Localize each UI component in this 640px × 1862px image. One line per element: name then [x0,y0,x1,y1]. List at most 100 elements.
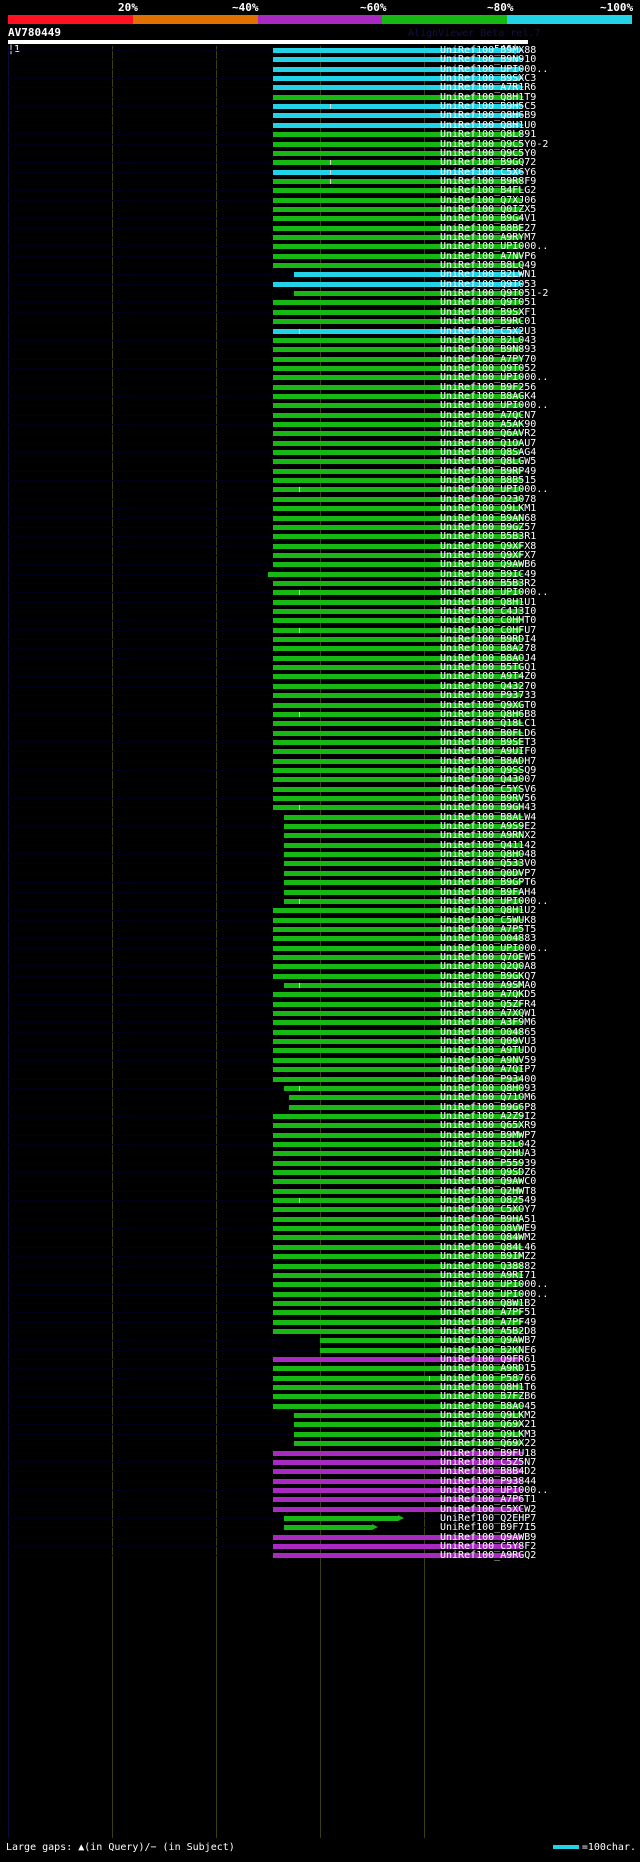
hsp-bar[interactable] [273,132,518,138]
hit-label[interactable]: UniRef100_B9HA51 [440,1213,537,1225]
hsp-bar[interactable] [273,721,518,727]
alignment-row[interactable]: UniRef100_Q65XR9 [0,1120,640,1131]
hsp-bar[interactable] [273,197,518,203]
hit-label[interactable]: UniRef100_B9GPT6 [440,877,537,889]
hit-label[interactable]: UniRef100_Q8VWE9 [440,1223,537,1235]
hsp-bar[interactable] [273,954,518,960]
alignment-row[interactable]: UniRef100_Q9C5Y0-2 [0,139,640,150]
hit-label[interactable]: UniRef100_B8AOJ4 [440,652,537,664]
hsp-bar[interactable] [273,1244,518,1250]
hsp-bar[interactable] [273,749,518,755]
hsp-bar[interactable] [273,384,518,390]
alignment-row[interactable]: UniRef100_B8B4D2 [0,1466,640,1477]
hsp-bar[interactable] [320,1338,518,1344]
hsp-bar[interactable] [273,1132,518,1138]
alignment-row[interactable]: UniRef100_C5Y8F2 [0,1541,640,1552]
hsp-bar[interactable] [283,880,518,886]
hit-label[interactable]: UniRef100_B9GKQ7 [440,970,537,982]
hsp-bar[interactable] [273,562,518,568]
alignment-row[interactable]: UniRef100_Q9LKM1 [0,503,640,514]
hsp-bar[interactable] [273,169,518,175]
hit-label[interactable]: UniRef100_Q84L46 [440,1241,537,1253]
hit-label[interactable]: UniRef100_B8A278 [440,643,537,655]
alignment-row[interactable]: UniRef100_A9RNX2 [0,830,640,841]
alignment-row[interactable]: UniRef100_Q8H1U0 [0,119,640,131]
hsp-bar[interactable] [273,534,518,540]
hsp-bar[interactable] [273,618,518,624]
alignment-row[interactable]: UniRef100_UPI000.. [0,1485,640,1496]
hsp-bar[interactable] [273,543,518,549]
hit-label[interactable]: UniRef100_Q9SDZ6 [440,1167,537,1178]
hsp-bar[interactable] [273,478,518,484]
hit-label[interactable]: UniRef100_A9NV59 [440,1054,537,1066]
hsp-bar[interactable] [273,122,518,128]
alignment-row[interactable]: UniRef100_B4FLG2 [0,185,640,197]
alignment-row[interactable]: UniRef100_B8B515 [0,475,640,486]
hsp-bar[interactable] [273,767,518,773]
hit-label[interactable]: UniRef100_Q6AVR2 [440,428,537,440]
alignment-row[interactable]: UniRef100_Q69X21 [0,1419,640,1430]
hsp-bar[interactable] [294,1413,518,1419]
hsp-bar[interactable] [273,104,518,110]
hsp-bar[interactable] [273,1319,518,1325]
hsp-bar[interactable] [283,814,518,820]
hsp-bar[interactable] [273,113,518,119]
alignment-row[interactable]: UniRef100_Q9AWC0 [0,1176,640,1187]
hsp-bar[interactable] [273,796,518,801]
hsp-bar[interactable] [273,936,518,942]
hsp-bar[interactable] [294,1431,518,1437]
alignment-row[interactable]: UniRef100_B9GZ57 [0,522,640,533]
hit-label[interactable]: UniRef100_B8AO45 [440,1400,537,1412]
hit-label[interactable]: UniRef100_B7FZB6 [440,1391,537,1403]
hit-label[interactable]: UniRef100_Q8H1U0 [440,119,537,131]
hit-label[interactable]: UniRef100_B8AGK4 [440,390,537,402]
alignment-row[interactable]: UniRef100_Q41142 [0,840,640,851]
hsp-bar[interactable] [283,1085,518,1091]
hit-label[interactable]: UniRef100_C5X2U3 [440,325,537,337]
hit-label[interactable]: UniRef100_B2L043 [440,334,537,346]
alignment-row[interactable]: UniRef100_UPI000.. [0,64,640,75]
hsp-bar[interactable] [273,1385,518,1391]
hit-label[interactable]: UniRef100_Q84WM2 [440,1232,537,1244]
hit-label[interactable]: UniRef100_A9SMA0 [440,980,537,991]
hit-label[interactable]: UniRef100_UPI000.. [440,372,549,384]
hsp-bar[interactable] [283,861,518,867]
alignment-row[interactable]: UniRef100_B2L043 [0,334,640,346]
hsp-bar[interactable] [273,281,518,287]
alignment-row[interactable]: UniRef100_A9S9E2 [0,821,640,832]
alignment-row[interactable]: UniRef100_B9MWP7 [0,1130,640,1141]
hit-label[interactable]: UniRef100_Q9AWB7 [440,1335,537,1347]
alignment-row[interactable]: UniRef100_Q9T052 [0,363,640,374]
hit-label[interactable]: UniRef100_B4FLG2 [440,185,537,197]
hsp-bar[interactable] [273,319,518,325]
hit-label[interactable]: UniRef100_P93844 [440,1475,537,1487]
hsp-bar[interactable] [283,898,518,904]
hsp-bar[interactable] [273,908,518,914]
hit-label[interactable]: UniRef100_A9RYM7 [440,232,537,243]
alignment-row[interactable]: UniRef100_C5Z5N7 [0,1457,640,1468]
hsp-bar[interactable] [273,1113,518,1119]
alignment-row[interactable]: UniRef100_B5TGQ1 [0,662,640,673]
hit-label[interactable]: UniRef100_B9IC49 [440,568,537,580]
hit-label[interactable]: UniRef100_C0HHT0 [440,615,537,627]
hsp-bar[interactable] [273,739,518,745]
hit-label[interactable]: UniRef100_Q2HUA3 [440,1148,537,1160]
alignment-row[interactable]: UniRef100_B9HA51 [0,1213,640,1225]
hsp-bar[interactable] [273,964,518,970]
alignment-row[interactable]: UniRef100_B9FU18 [0,1448,640,1459]
hsp-bar[interactable] [273,328,518,334]
hit-label[interactable]: UniRef100_Q7XJ06 [440,194,537,206]
alignment-row[interactable]: UniRef100_A5B2D8 [0,1326,640,1337]
alignment-row[interactable]: UniRef100_Q8H1U2 [0,905,640,916]
alignment-row[interactable]: UniRef100_Q9SSQ9 [0,765,640,776]
alignment-row[interactable]: UniRef100_A7XQW1 [0,1008,640,1019]
hsp-bar[interactable] [273,1310,518,1316]
alignment-row[interactable]: UniRef100_B9IMZ2 [0,1251,640,1262]
alignment-row[interactable]: UniRef100_P55939 [0,1158,640,1169]
hsp-bar[interactable] [273,431,518,437]
hsp-bar[interactable] [273,1235,518,1241]
alignment-row[interactable]: UniRef100_A7R1R6 [0,82,640,93]
alignment-row[interactable]: UniRef100_C5XCW2 [0,1504,640,1515]
hsp-bar[interactable] [273,1254,518,1260]
alignment-row[interactable]: UniRef100_UPI000.. [0,400,640,411]
